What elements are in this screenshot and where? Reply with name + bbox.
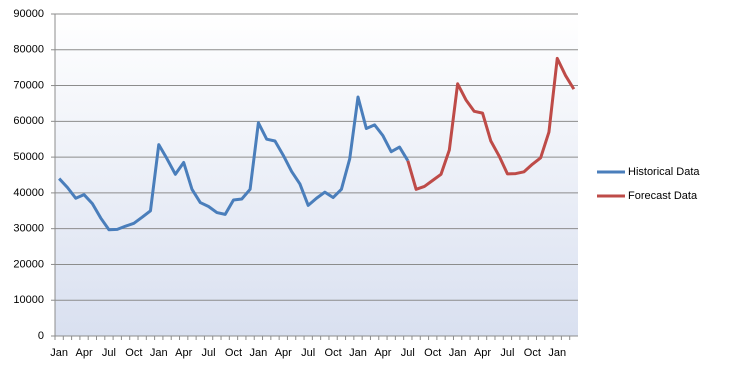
legend-label: Forecast Data [628, 190, 698, 202]
x-tick-label: Jul [500, 347, 514, 359]
x-tick-label: Oct [125, 347, 142, 359]
y-tick-label: 0 [38, 330, 44, 342]
x-tick-label: Jan [50, 347, 68, 359]
x-tick-label: Oct [424, 347, 441, 359]
x-tick-label: Jul [301, 347, 315, 359]
x-tick-label: Jul [202, 347, 216, 359]
x-tick-label: Jan [349, 347, 367, 359]
y-tick-label: 40000 [13, 187, 44, 199]
x-tick-label: Jan [548, 347, 566, 359]
x-tick-label: Apr [75, 347, 92, 359]
x-tick-label: Jul [102, 347, 116, 359]
y-tick-label: 60000 [13, 115, 44, 127]
y-tick-label: 70000 [13, 79, 44, 91]
x-tick-label: Jul [401, 347, 415, 359]
series-line [406, 56, 576, 191]
y-tick-label: 80000 [13, 44, 44, 56]
y-tick-label: 90000 [13, 8, 44, 20]
x-tick-label: Apr [374, 347, 391, 359]
x-tick-label: Oct [524, 347, 541, 359]
x-tick-label: Oct [225, 347, 242, 359]
x-tick-label: Apr [175, 347, 192, 359]
y-tick-label: 30000 [13, 223, 44, 235]
x-tick-label: Jan [150, 347, 168, 359]
plot-area [55, 14, 578, 336]
x-tick-label: Jan [250, 347, 268, 359]
x-tick-label: Oct [325, 347, 342, 359]
x-tick-label: Apr [474, 347, 491, 359]
legend-label: Historical Data [628, 166, 700, 178]
y-tick-label: 20000 [13, 258, 44, 270]
x-tick-label: Apr [275, 347, 292, 359]
series-line [58, 95, 410, 232]
y-tick-label: 50000 [13, 151, 44, 163]
x-tick-label: Jan [449, 347, 467, 359]
y-tick-label: 10000 [13, 294, 44, 306]
